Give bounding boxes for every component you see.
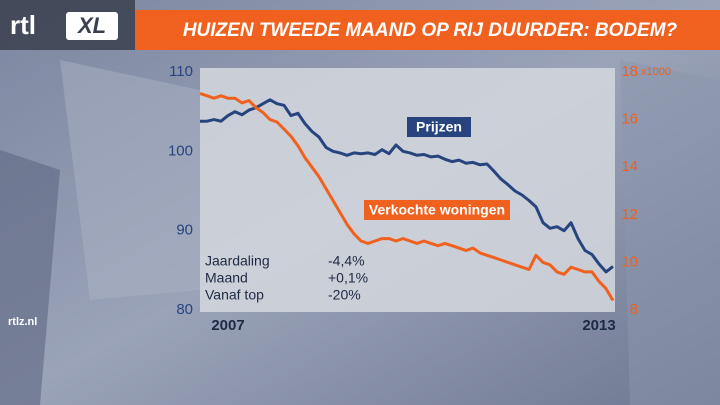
stat-value: +0,1%: [328, 270, 368, 286]
background-shape: [0, 150, 60, 405]
y2-tick-label: 8: [630, 301, 638, 318]
y2-tick-label: 14: [621, 158, 638, 175]
stat-label: Jaardaling: [205, 253, 270, 269]
series-line: [200, 98, 614, 274]
title-bar: [135, 10, 720, 50]
x-tick-label: 2007: [211, 317, 244, 334]
y-tick-label: 90: [176, 222, 193, 239]
background-sign: [60, 60, 200, 300]
legend-label: Verkochte woningen: [369, 202, 505, 218]
y-tick-label: 100: [168, 142, 193, 159]
stat-value: -4,4%: [328, 253, 365, 269]
legend-box: [364, 200, 510, 220]
stat-label: Vanaf top: [205, 287, 264, 303]
y2-tick-label: 18: [621, 63, 638, 80]
y2-axis-label: x1000: [641, 66, 671, 78]
y2-tick-label: 16: [621, 111, 638, 128]
y-tick-label: 80: [176, 301, 193, 318]
x-tick-label: 2013: [582, 317, 615, 334]
y2-tick-label: 12: [621, 206, 638, 223]
logo-badge: XL: [76, 13, 106, 38]
y2-tick-label: 10: [621, 253, 638, 270]
legend-label: Prijzen: [416, 119, 462, 135]
site-name: rtlz.nl: [8, 316, 37, 328]
series-line: [199, 91, 615, 302]
chart-title: HUIZEN TWEEDE MAAND OP RIJ DUURDER: BODE…: [183, 20, 678, 41]
plot-panel: [200, 68, 615, 312]
stat-label: Maand: [205, 270, 248, 286]
stat-value: -20%: [328, 287, 361, 303]
logo: rtl: [10, 10, 36, 40]
legend-box: [407, 117, 471, 137]
background-shape: [620, 60, 720, 405]
logo-badge-box: [66, 12, 118, 40]
y-tick-label: 110: [169, 63, 193, 80]
